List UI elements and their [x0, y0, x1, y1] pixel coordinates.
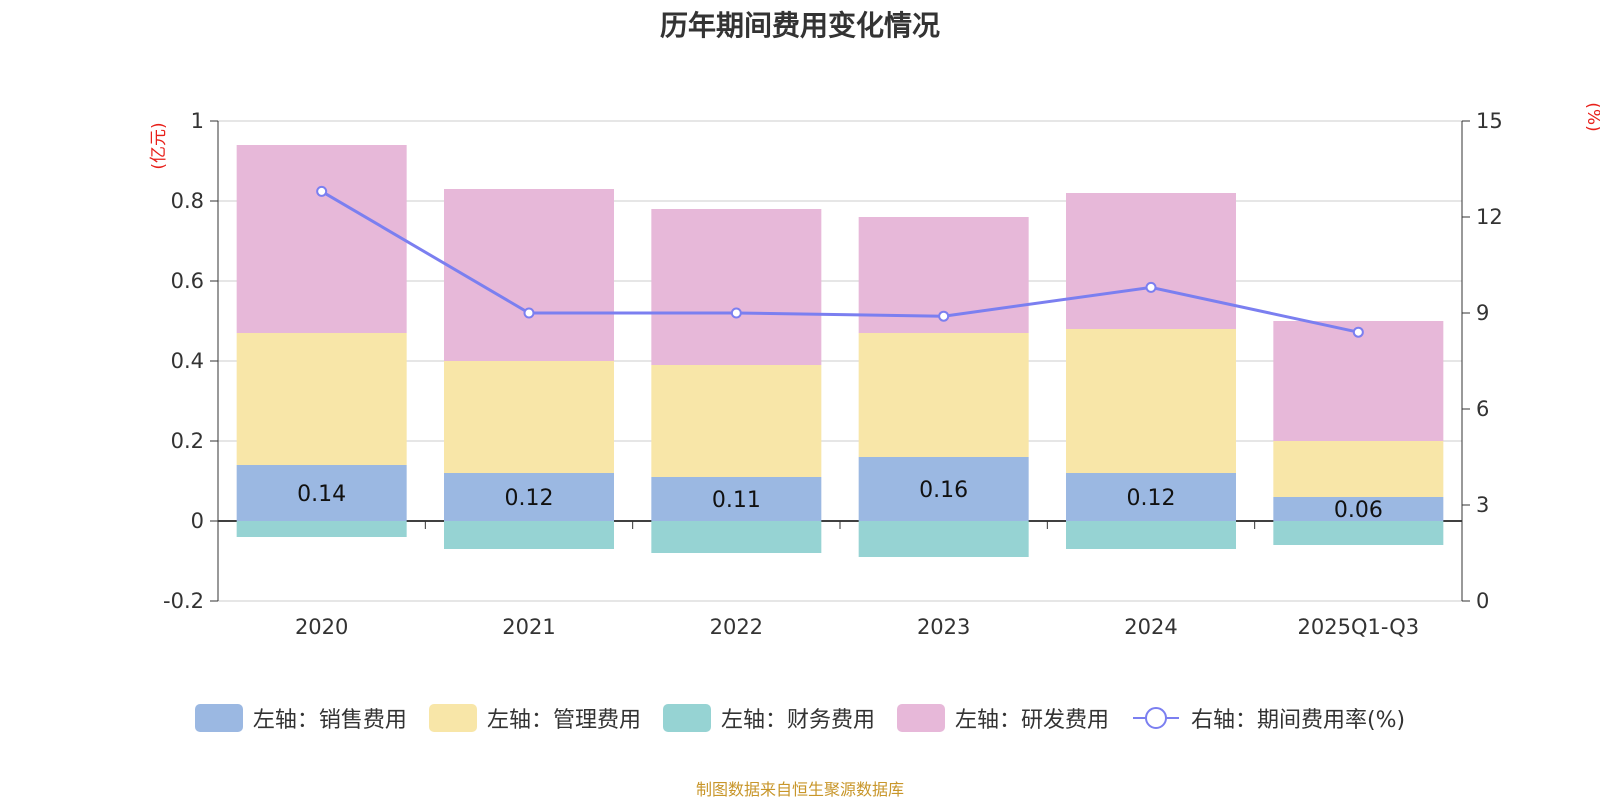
x-tick-label: 2022 [710, 615, 763, 639]
bar-finance [236, 521, 407, 537]
bar-admin [236, 333, 407, 465]
legend-label-rnd: 左轴：研发费用 [954, 708, 1109, 733]
point-rate [1352, 326, 1364, 338]
legend-swatch-finance [662, 704, 711, 732]
legend-item-rate[interactable]: 右轴：期间费用率(%) [1131, 702, 1405, 734]
legend-label-rate: 右轴：期间费用率(%) [1190, 708, 1406, 733]
point-rate [730, 307, 742, 319]
data-label-sales: 0.14 [297, 482, 346, 507]
legend-swatch-admin [428, 704, 477, 732]
bar-rnd [444, 189, 614, 361]
bar-sales [1066, 473, 1236, 521]
legend-swatch-sales [194, 704, 243, 732]
bar-finance [1066, 521, 1236, 549]
x-tick-label: 2020 [295, 615, 348, 639]
y-right-tick-label: 9 [1476, 301, 1489, 325]
y-right-tick-label: 3 [1476, 493, 1489, 517]
footer-source: 制图数据来自恒生聚源数据库 [695, 780, 904, 799]
bar-admin [858, 333, 1029, 457]
y-right-tick-label: 0 [1476, 589, 1489, 613]
legend: 左轴：销售费用 左轴：管理费用 左轴：财务费用 左轴：研发费用 右轴：期间费用率… [0, 702, 1600, 734]
x-tick-label: 2025Q1-Q3 [1298, 615, 1420, 639]
y-left-tick-label: 0.8 [171, 189, 204, 213]
legend-item-rnd[interactable]: 左轴：研发费用 [896, 702, 1109, 734]
x-tick-label: 2023 [917, 615, 970, 639]
bar-admin [444, 361, 614, 473]
point-rate [1145, 281, 1157, 293]
y-right-tick-label: 12 [1476, 205, 1503, 229]
legend-item-admin[interactable]: 左轴：管理费用 [428, 702, 641, 734]
data-label-sales: 0.12 [505, 486, 554, 511]
bar-rnd [1066, 193, 1236, 329]
bar-finance [651, 521, 822, 553]
bar-admin [1273, 441, 1444, 497]
bar-sales [236, 465, 407, 521]
data-label-sales: 0.12 [1127, 486, 1176, 511]
bar-rnd [236, 145, 407, 333]
y-right-tick-label: 6 [1476, 397, 1489, 421]
y-left-tick-label: 0.6 [171, 269, 204, 293]
bar-admin [651, 365, 822, 477]
point-rate [316, 185, 328, 197]
bar-finance [444, 521, 614, 549]
bar-sales [1273, 497, 1444, 521]
data-label-sales: 0.06 [1334, 498, 1383, 523]
series-line-rate [320, 190, 1359, 334]
legend-item-sales[interactable]: 左轴：销售费用 [194, 702, 407, 734]
bar-rnd [1273, 321, 1444, 441]
point-rate [523, 307, 535, 319]
y-left-tick-label: -0.2 [163, 589, 204, 613]
bar-rnd [651, 209, 822, 365]
bar-sales [651, 477, 822, 521]
legend-label-finance: 左轴：财务费用 [720, 708, 875, 733]
legend-swatch-rnd [896, 704, 945, 732]
point-rate [938, 310, 950, 322]
legend-label-sales: 左轴：销售费用 [252, 708, 407, 733]
y-left-unit-label: (亿元) [149, 122, 169, 169]
legend-label-admin: 左轴：管理费用 [486, 708, 641, 733]
legend-item-finance[interactable]: 左轴：财务费用 [662, 702, 875, 734]
bar-sales [858, 457, 1029, 521]
y-left-tick-label: 0.4 [171, 349, 204, 373]
y-right-unit-label: (%) [1583, 102, 1600, 131]
x-tick-label: 2021 [502, 615, 555, 639]
y-right-tick-label: 15 [1476, 109, 1503, 133]
chart-title: 历年期间费用变化情况 [659, 9, 940, 42]
y-left-tick-label: 1 [191, 109, 204, 133]
legend-line-marker-icon [1132, 707, 1179, 729]
bar-finance [1273, 521, 1444, 545]
y-left-tick-label: 0 [191, 509, 204, 533]
bar-admin [1066, 329, 1236, 473]
data-label-sales: 0.11 [712, 488, 761, 513]
data-label-sales: 0.16 [919, 478, 968, 503]
x-tick-label: 2024 [1124, 615, 1177, 639]
bar-sales [444, 473, 614, 521]
bar-finance [858, 521, 1029, 557]
y-left-tick-label: 0.2 [171, 429, 204, 453]
